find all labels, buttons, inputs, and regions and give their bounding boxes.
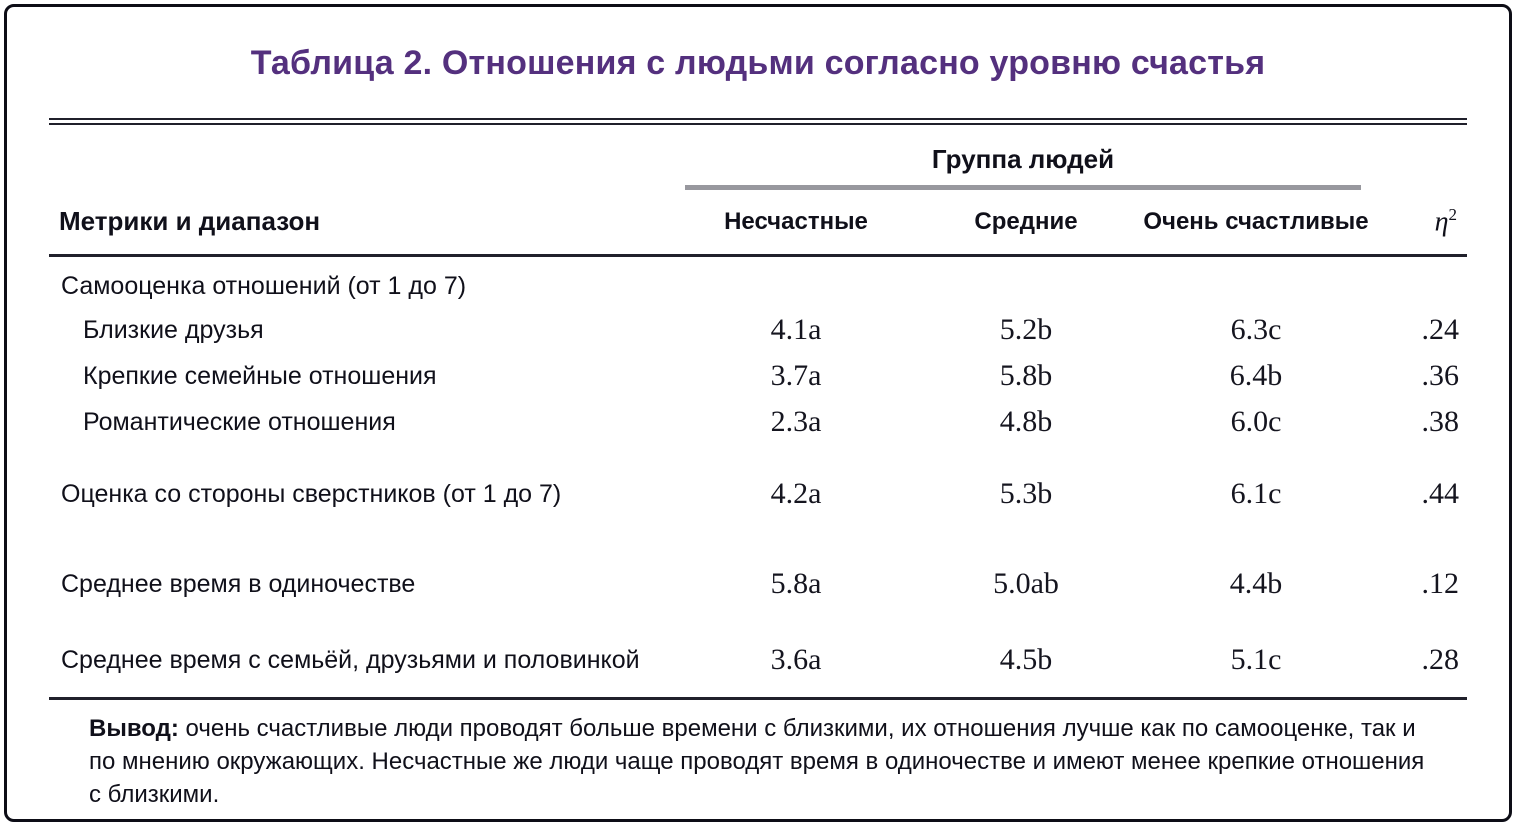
value-cell: 5.8b bbox=[999, 358, 1053, 392]
column-header-very-happy: Очень счастливые bbox=[1143, 207, 1369, 235]
footer-note: Вывод: очень счастливые люди проводят бо… bbox=[49, 700, 1467, 811]
group-header-label: Группа людей bbox=[931, 143, 1115, 174]
column-header-eta-squared: η2 bbox=[1375, 205, 1467, 238]
value-cell: 5.2b bbox=[999, 312, 1053, 346]
column-header-average: Средние bbox=[974, 207, 1078, 235]
value-cell: 2.3a bbox=[770, 404, 822, 438]
column-header-metrics: Метрики и диапазон bbox=[59, 206, 321, 237]
table-row-close-friends: Близкие друзья 4.1a 5.2b 6.3c .24 bbox=[49, 307, 1467, 353]
row-label: Крепкие семейные отношения bbox=[83, 361, 437, 390]
value-cell: 4.1a bbox=[770, 312, 822, 346]
footer-rule bbox=[49, 696, 1467, 700]
table-row-peer-rating: Оценка со стороны сверстников (от 1 до 7… bbox=[49, 471, 1467, 517]
row-label: Среднее время с семьёй, друзьями и полов… bbox=[61, 645, 640, 674]
value-cell: 4.2a bbox=[770, 476, 822, 510]
eta-value-cell: .36 bbox=[1421, 358, 1460, 392]
eta-value-cell: .38 bbox=[1421, 404, 1460, 438]
column-header-row: Метрики и диапазон Несчастные Средние Оч… bbox=[49, 204, 1467, 240]
eta-symbol: η bbox=[1434, 206, 1449, 238]
header-rule bbox=[49, 253, 1467, 257]
row-label: Близкие друзья bbox=[83, 315, 264, 344]
value-cell: 4.8b bbox=[999, 404, 1053, 438]
table-row-romantic-relations: Романтические отношения 2.3a 4.8b 6.0c .… bbox=[49, 399, 1467, 445]
eta-value-cell: .44 bbox=[1421, 476, 1460, 510]
table-figure-frame: Таблица 2. Отношения с людьми согласно у… bbox=[4, 4, 1512, 822]
group-header-row: Группа людей bbox=[49, 141, 1467, 190]
value-cell: 4.4b bbox=[1229, 566, 1283, 600]
row-label: Среднее время в одиночестве bbox=[61, 569, 416, 598]
column-header-unhappy: Несчастные bbox=[724, 207, 868, 235]
value-cell: 5.3b bbox=[999, 476, 1053, 510]
value-cell: 3.6a bbox=[770, 642, 822, 676]
row-label: Оценка со стороны сверстников (от 1 до 7… bbox=[61, 479, 562, 508]
row-label: Романтические отношения bbox=[83, 407, 396, 436]
eta-value-cell: .24 bbox=[1421, 312, 1460, 346]
value-cell: 3.7a bbox=[770, 358, 822, 392]
table-figure-content: Таблица 2. Отношения с людьми согласно у… bbox=[7, 43, 1509, 811]
eta-value-cell: .28 bbox=[1421, 642, 1460, 676]
top-double-rule bbox=[49, 117, 1467, 125]
group-header-span: Группа людей bbox=[685, 141, 1361, 190]
value-cell: 6.3c bbox=[1230, 312, 1282, 346]
value-cell: 6.1c bbox=[1230, 476, 1282, 510]
row-label: Самооценка отношений (от 1 до 7) bbox=[61, 271, 467, 300]
value-cell: 6.0c bbox=[1230, 404, 1282, 438]
eta-value-cell: .12 bbox=[1421, 566, 1460, 600]
value-cell: 5.0ab bbox=[993, 566, 1059, 600]
value-cell: 5.8a bbox=[770, 566, 822, 600]
value-cell: 5.1c bbox=[1230, 642, 1282, 676]
table-row-family-relations: Крепкие семейные отношения 3.7a 5.8b 6.4… bbox=[49, 353, 1467, 399]
footer-note-text: очень счастливые люди проводят больше вр… bbox=[89, 714, 1425, 808]
footer-note-lead: Вывод: bbox=[89, 714, 179, 742]
table-row-time-with-family: Среднее время с семьёй, друзьями и полов… bbox=[49, 637, 1467, 683]
eta-superscript: 2 bbox=[1448, 205, 1458, 225]
value-cell: 4.5b bbox=[999, 642, 1053, 676]
table-title: Таблица 2. Отношения с людьми согласно у… bbox=[250, 44, 1266, 82]
value-cell: 6.4b bbox=[1229, 358, 1283, 392]
table-row-self-rating-section: Самооценка отношений (от 1 до 7) bbox=[49, 265, 1467, 307]
table-row-time-alone: Среднее время в одиночестве 5.8a 5.0ab 4… bbox=[49, 561, 1467, 607]
